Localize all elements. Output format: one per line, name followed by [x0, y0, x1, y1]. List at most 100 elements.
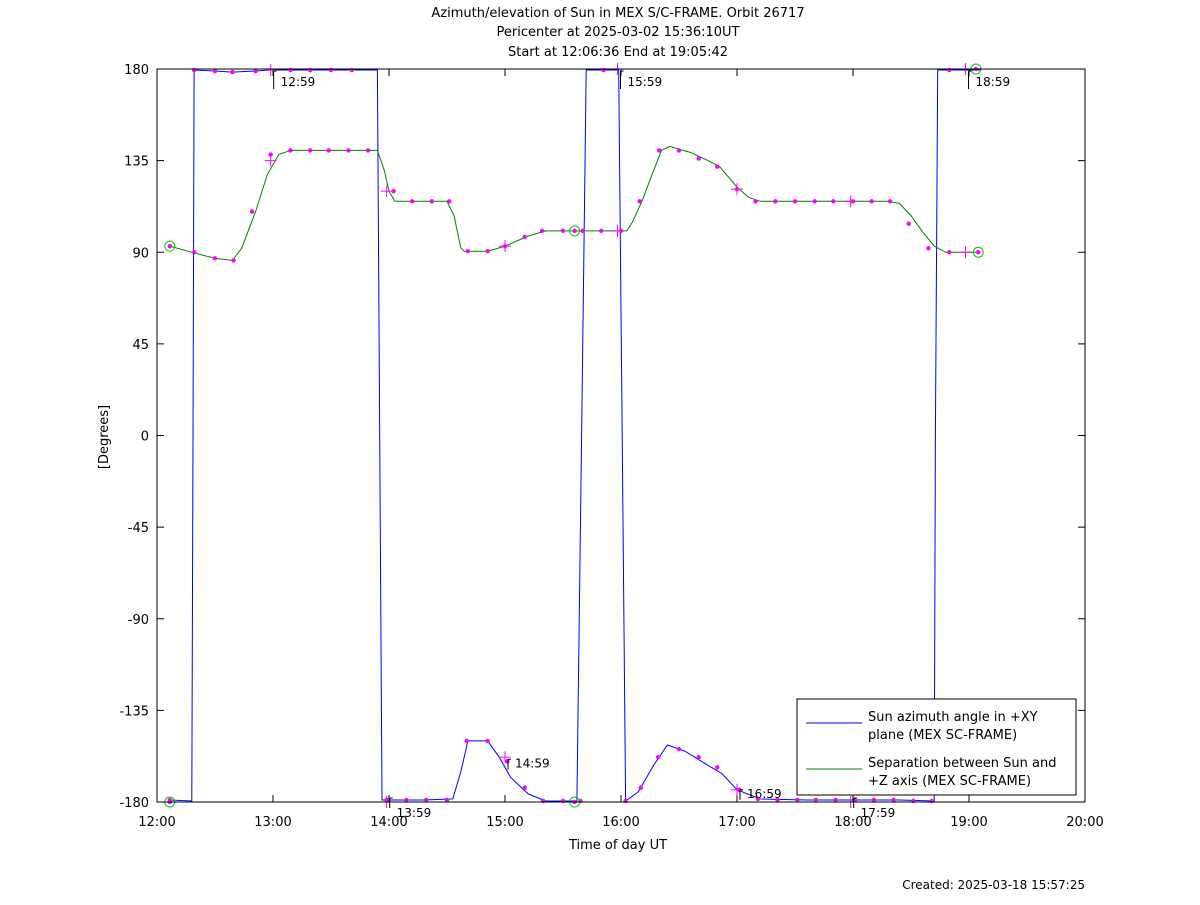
data-point-marker	[191, 67, 197, 73]
data-point-marker	[253, 68, 258, 74]
data-point-marker	[326, 148, 331, 153]
series-markers	[164, 63, 984, 808]
data-point-marker	[328, 67, 334, 73]
x-tick-label: 13:00	[254, 815, 291, 830]
y-tick-label: -90	[128, 613, 149, 628]
endpoint-circle-marker	[164, 240, 176, 252]
tick-marks	[156, 68, 1086, 803]
data-point-marker	[657, 148, 662, 153]
data-point-marker	[926, 245, 931, 251]
axis-tick-labels: 12:00 13:00 14:00 15:00 16:00 17:00 18:00 19:00…	[119, 63, 1103, 830]
data-point-marker	[655, 755, 661, 760]
legend-entry-1: plane (MEX SC-FRAME)	[868, 728, 1017, 743]
data-point-marker	[753, 199, 758, 204]
legend-box	[796, 698, 1077, 796]
data-point-marker	[349, 67, 355, 73]
data-point-marker	[346, 148, 351, 153]
endpoint-dot-marker	[572, 228, 577, 234]
data-point-marker	[947, 67, 952, 73]
data-point-marker	[871, 797, 877, 803]
data-point-marker	[307, 67, 313, 73]
data-point-marker	[541, 798, 546, 804]
y-tick-label: 90	[132, 246, 149, 261]
data-point-marker	[560, 798, 566, 804]
time-label: 18:59	[976, 75, 1011, 89]
data-point-marker	[404, 797, 409, 803]
legend: Sun azimuth angle in +XY plane (MEX SC-FR…	[796, 698, 1077, 796]
data-point-marker	[813, 797, 819, 803]
data-point-marker	[812, 199, 817, 204]
plot-frame	[156, 68, 1086, 803]
data-point-marker	[869, 199, 874, 204]
data-point-marker	[288, 148, 293, 153]
data-point-marker	[601, 67, 606, 73]
x-tick-label: 19:00	[950, 815, 987, 830]
data-point-marker	[447, 199, 452, 204]
data-point-marker	[212, 68, 218, 74]
data-point-marker	[464, 738, 469, 744]
data-point-marker	[775, 797, 780, 803]
x-tick-label: 15:00	[486, 815, 523, 830]
data-point-marker	[288, 67, 293, 73]
data-point-marker	[891, 797, 896, 803]
data-point-marker	[911, 798, 916, 804]
endpoint-dot-marker	[167, 243, 172, 249]
time-annotations: 12:59 13:59 14:59 15:59 16:59 17:59 18:59	[273, 70, 1011, 820]
data-point-marker	[307, 148, 313, 153]
endpoint-circle-marker	[569, 225, 581, 237]
y-tick-label: 45	[132, 338, 149, 353]
x-axis-label: Time of day UT	[568, 838, 667, 853]
title-line-2: Pericenter at 2025-03-02 15:36:10UT	[496, 25, 739, 40]
data-point-marker	[249, 209, 255, 214]
time-label: 14:59	[515, 756, 550, 770]
data-point-marker	[676, 148, 682, 153]
data-point-marker	[887, 199, 893, 204]
time-label: 15:59	[628, 75, 663, 89]
x-tick-label: 17:00	[718, 815, 755, 830]
data-point-marker	[638, 785, 643, 790]
data-point-marker	[410, 199, 415, 204]
data-point-marker	[623, 798, 628, 804]
data-point-marker	[755, 796, 761, 802]
x-tick-label: 16:00	[602, 815, 639, 830]
data-point-marker	[231, 258, 236, 263]
data-point-marker	[191, 250, 197, 255]
data-point-marker	[715, 164, 720, 169]
x-tick-label: 14:00	[370, 815, 407, 830]
y-tick-label: -45	[128, 521, 149, 536]
data-point-marker	[676, 746, 682, 752]
data-point-marker	[560, 228, 566, 234]
data-point-marker	[906, 221, 911, 226]
time-label: 16:59	[747, 787, 782, 801]
data-point-marker	[444, 797, 450, 803]
series-line-1	[169, 69, 981, 802]
legend-entry-1: Sun azimuth angle in +XY	[868, 710, 1038, 725]
data-point-marker	[715, 765, 720, 770]
data-point-marker	[773, 199, 778, 204]
legend-entry-2: +Z axis (MEX SC-FRAME)	[868, 774, 1031, 789]
time-label: 13:59	[397, 806, 432, 820]
footer-created: Created: 2025-03-18 15:57:25	[902, 878, 1085, 892]
y-tick-label: 0	[141, 430, 149, 445]
data-point-marker	[696, 156, 701, 161]
y-tick-label: 180	[124, 63, 149, 78]
data-point-marker	[637, 199, 642, 204]
series-line-2	[169, 145, 981, 261]
legend-entry-2: Separation between Sun and	[868, 756, 1056, 771]
data-point-marker	[539, 228, 545, 234]
data-point-marker	[580, 228, 585, 234]
y-tick-label: -135	[119, 704, 149, 719]
x-tick-label: 18:00	[834, 815, 871, 830]
data-point-marker	[230, 69, 235, 75]
data-point-marker	[391, 188, 396, 194]
data-point-marker	[792, 199, 798, 204]
time-label: 17:59	[861, 806, 896, 820]
x-tick-label: 20:00	[1066, 815, 1103, 830]
data-point-marker	[429, 199, 435, 204]
y-tick-label: 135	[124, 155, 149, 170]
data-point-marker	[485, 249, 490, 254]
data-point-marker	[365, 148, 371, 153]
endpoint-circle-marker	[972, 246, 984, 258]
